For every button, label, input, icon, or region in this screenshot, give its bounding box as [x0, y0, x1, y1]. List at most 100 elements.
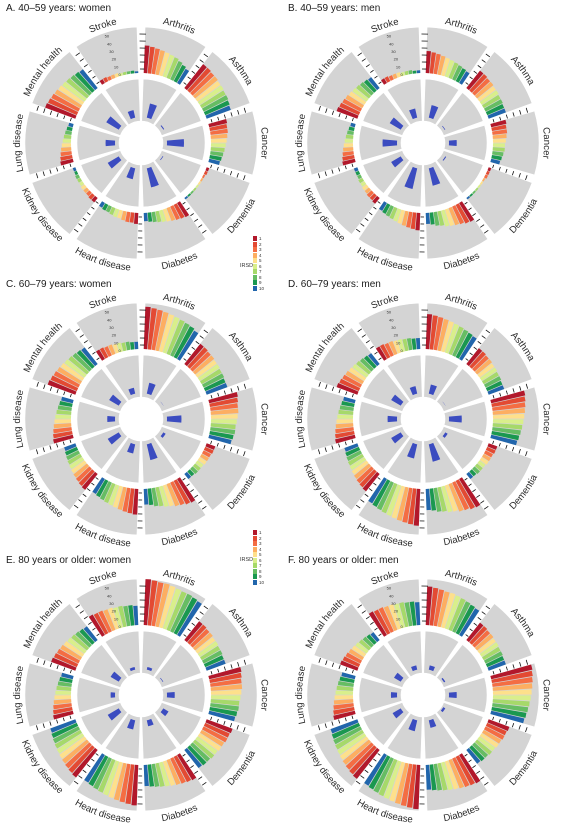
irsd-bar	[351, 460, 369, 475]
irsd-bar	[452, 601, 471, 633]
irsd-bar	[383, 605, 398, 632]
irsd-bar	[61, 396, 74, 404]
inner-bar	[105, 139, 116, 147]
irsd-bar	[334, 430, 355, 439]
inner-bar	[129, 666, 136, 672]
irsd-bar	[75, 466, 92, 482]
irsd-bar	[184, 64, 207, 91]
irsd-bar	[393, 340, 402, 354]
irsd-bar	[203, 446, 214, 454]
radial-chart: ArthritisAsthmaCancerDementiaDiabetesHea…	[294, 568, 552, 826]
irsd-bar	[108, 484, 120, 506]
irsd-bar	[208, 666, 242, 680]
inner-bar	[448, 691, 457, 699]
category-label: Lung disease	[294, 389, 308, 449]
segment-panel-inner	[436, 644, 484, 688]
irsd-bar	[484, 726, 505, 740]
irsd-bar	[166, 206, 176, 222]
irsd-bar	[459, 336, 477, 361]
irsd-bar	[203, 722, 230, 738]
inner-bar	[391, 432, 404, 444]
segment-panel-inner	[436, 426, 484, 470]
irsd-bar	[51, 722, 79, 739]
irsd-bar	[339, 405, 354, 411]
segment-panel-outer	[183, 166, 251, 235]
irsd-bar	[83, 626, 98, 643]
irsd-bar	[195, 637, 216, 654]
irsd-bar	[429, 587, 439, 626]
irsd-bar	[362, 184, 369, 191]
irsd-bar	[57, 405, 72, 411]
irsd-bar	[53, 699, 72, 705]
irsd-bar	[210, 684, 243, 691]
radial-chart: ArthritisAsthmaCancerDementiaDiabetesHea…	[12, 568, 270, 826]
irsd-bar	[53, 710, 74, 720]
inner-bar	[146, 718, 154, 727]
irsd-bar	[492, 423, 523, 430]
irsd-bar	[190, 742, 211, 762]
irsd-bar	[117, 209, 123, 219]
irsd-bar	[62, 138, 72, 143]
irsd-bar	[199, 90, 226, 109]
scale-label: 50	[387, 34, 392, 39]
irsd-bar	[126, 71, 131, 75]
irsd-bar	[143, 488, 149, 505]
center-hole	[407, 679, 439, 711]
inner-bar	[382, 139, 398, 147]
irsd-bar	[79, 628, 95, 645]
category-label: Lung disease	[12, 113, 26, 173]
irsd-bar	[444, 59, 455, 78]
irsd-bar	[67, 453, 83, 465]
irsd-bar	[199, 368, 222, 385]
irsd-bar	[173, 479, 191, 505]
irsd-bar	[466, 195, 471, 200]
irsd-bar	[383, 760, 402, 800]
inner-bar	[110, 692, 116, 698]
irsd-bar	[108, 607, 120, 630]
irsd-bar	[65, 130, 72, 135]
irsd-bar	[66, 126, 73, 132]
inner-bar	[390, 692, 398, 698]
irsd-bar	[187, 193, 192, 197]
irsd-bar	[345, 134, 354, 139]
irsd-bar	[491, 430, 520, 441]
category-label: Lung disease	[294, 665, 308, 725]
irsd-bar	[45, 103, 77, 119]
irsd-bar	[487, 660, 506, 671]
irsd-bar	[210, 703, 239, 712]
scale-label: 30	[109, 601, 114, 606]
irsd-bar	[122, 487, 131, 512]
irsd-bar	[481, 646, 501, 661]
irsd-bar	[53, 703, 72, 710]
irsd-bar	[352, 747, 380, 779]
irsd-bar	[492, 413, 525, 419]
irsd-bar	[54, 729, 83, 749]
inner-bar	[428, 442, 441, 462]
scale-label: 0	[400, 72, 403, 77]
scale-label: 30	[391, 49, 396, 54]
irsd-bar	[342, 154, 355, 161]
inner-bar	[107, 156, 122, 169]
irsd-bar	[410, 212, 417, 230]
irsd-bar	[95, 349, 105, 361]
inner-bar	[442, 432, 448, 438]
segment-panel-inner	[154, 426, 202, 470]
irsd-bar	[353, 167, 359, 172]
legend-label: 8	[259, 568, 262, 574]
irsd-bar	[81, 471, 98, 490]
irsd-bar	[197, 733, 222, 751]
category-label: Cancer	[540, 127, 552, 160]
irsd-bar	[378, 607, 394, 633]
irsd-bar	[71, 460, 87, 474]
irsd-bar	[392, 73, 398, 80]
inner-bar	[160, 708, 169, 717]
scale-label: 20	[112, 333, 117, 338]
inner-bar	[127, 442, 136, 454]
irsd-bar	[99, 481, 112, 501]
irsd-bar	[375, 346, 387, 361]
irsd-bar	[399, 602, 409, 628]
center-hole	[125, 403, 157, 435]
irsd-bar	[197, 364, 220, 381]
radial-segments	[306, 26, 540, 260]
legend-swatch	[253, 241, 257, 247]
